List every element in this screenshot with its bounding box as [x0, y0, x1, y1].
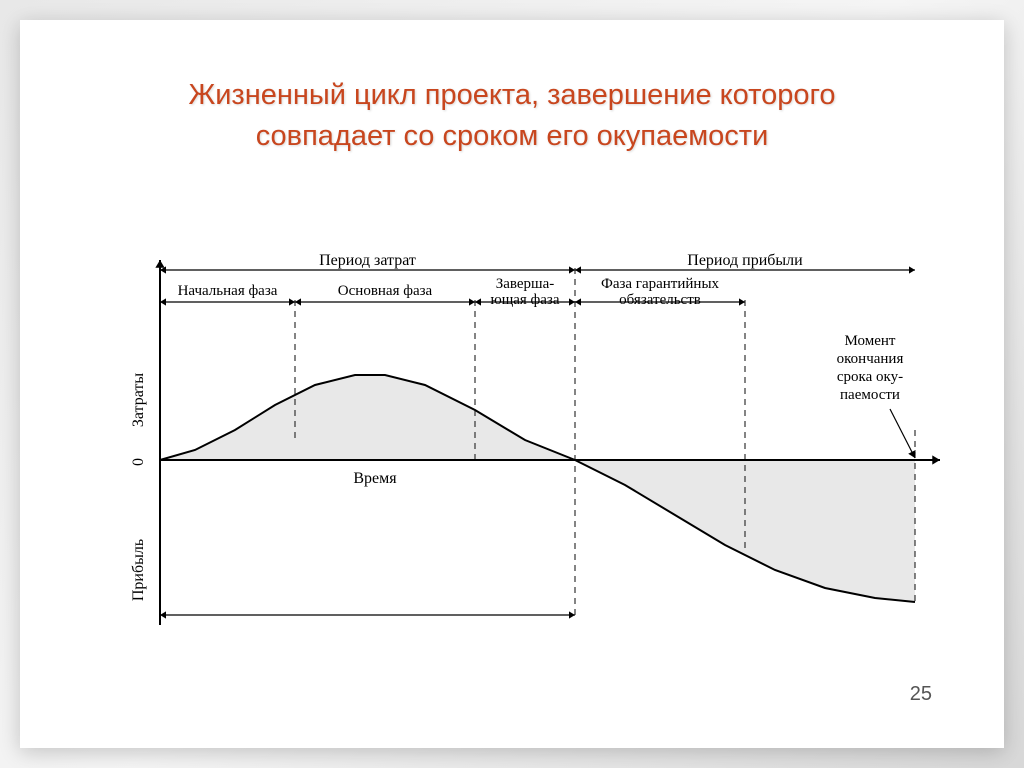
lifecycle-chart: Прибыль 0 Затраты Время Период затрат Период … — [75, 250, 965, 645]
svg-text:срока оку-: срока оку- — [837, 369, 903, 385]
svg-text:Основная фаза: Основная фаза — [338, 283, 433, 299]
svg-text:Затраты: Затраты — [130, 373, 147, 428]
svg-text:обязательств: обязательств — [619, 292, 701, 308]
slide-title: Жизненный цикл проекта, завершение котор… — [20, 20, 1004, 186]
svg-text:Время: Время — [353, 470, 397, 487]
title-line1: Жизненный цикл проекта, завершение котор… — [188, 79, 835, 111]
page-number: 25 — [910, 683, 932, 706]
svg-text:Период затрат: Период затрат — [319, 252, 416, 269]
svg-text:окончания: окончания — [837, 351, 904, 367]
svg-text:Фаза гарантийных: Фаза гарантийных — [601, 276, 720, 292]
svg-text:Период прибыли: Период прибыли — [687, 252, 803, 269]
svg-text:Момент: Момент — [845, 333, 896, 349]
svg-text:Начальная фаза: Начальная фаза — [178, 283, 278, 299]
title-line2: совпадает со сроком его окупаемости — [256, 120, 769, 152]
svg-text:ющая фаза: ющая фаза — [490, 292, 559, 308]
svg-text:Прибыль: Прибыль — [130, 539, 147, 601]
svg-text:Заверша-: Заверша- — [496, 276, 555, 292]
slide-frame: Жизненный цикл проекта, завершение котор… — [20, 20, 1004, 748]
svg-text:паемости: паемости — [840, 387, 900, 403]
svg-text:0: 0 — [130, 458, 147, 466]
